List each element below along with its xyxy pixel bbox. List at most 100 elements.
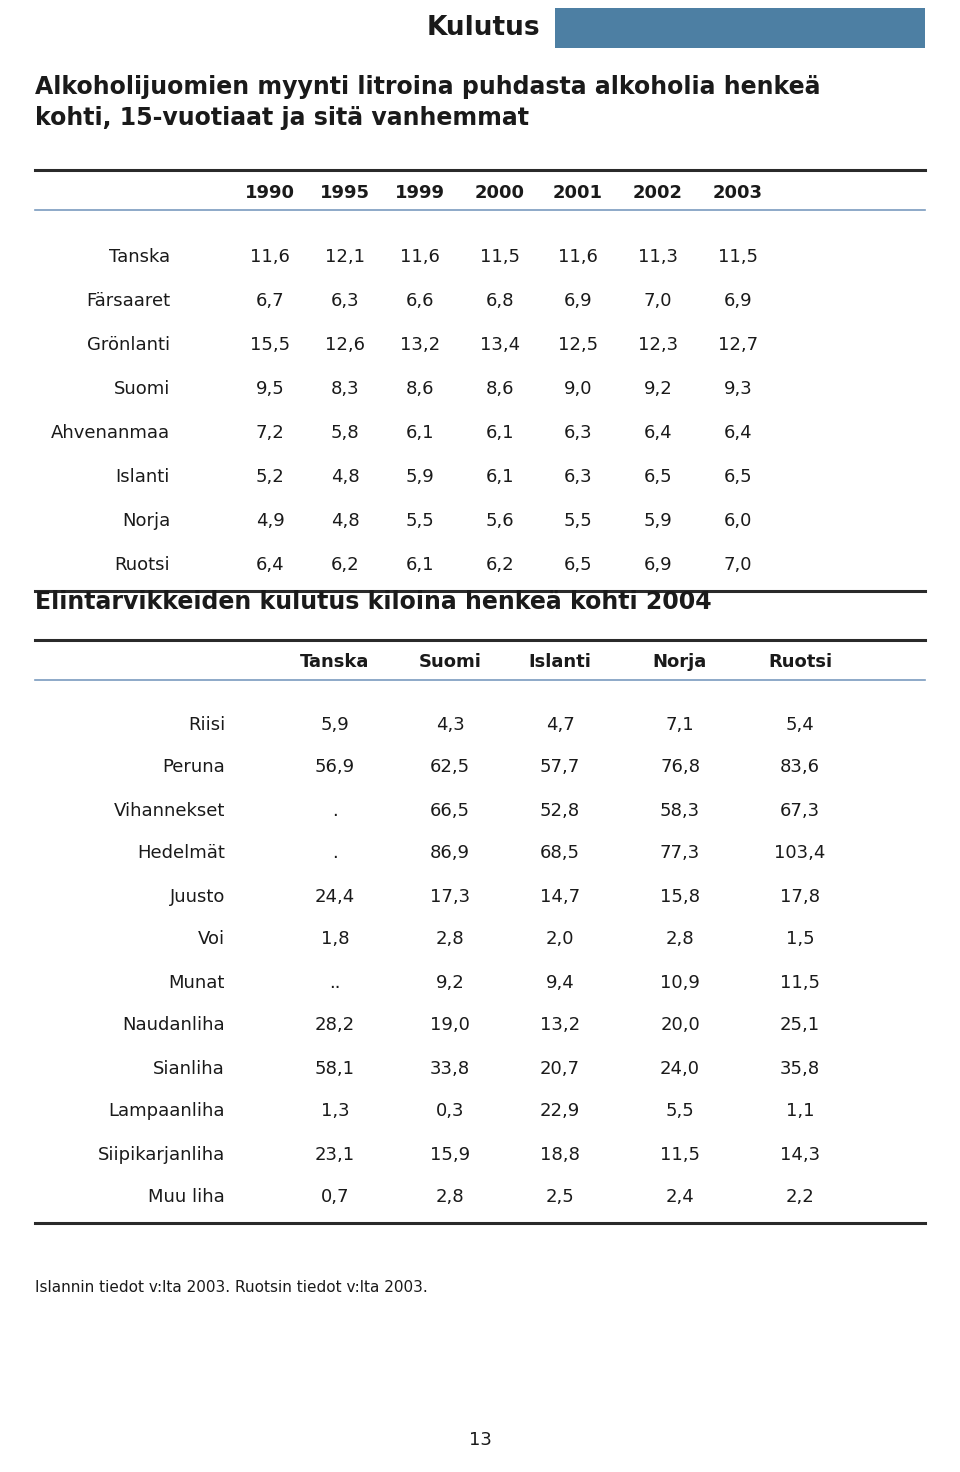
- Text: Norja: Norja: [122, 512, 170, 530]
- Text: 9,0: 9,0: [564, 380, 592, 397]
- Text: 9,3: 9,3: [724, 380, 753, 397]
- Text: 6,9: 6,9: [724, 291, 753, 311]
- Text: 8,3: 8,3: [330, 380, 359, 397]
- Text: 6,2: 6,2: [330, 556, 359, 574]
- Text: 6,5: 6,5: [564, 556, 592, 574]
- Bar: [555, 7, 925, 49]
- Text: 0,7: 0,7: [321, 1188, 349, 1207]
- Text: 12,6: 12,6: [325, 336, 365, 353]
- Text: Lampaanliha: Lampaanliha: [108, 1103, 225, 1120]
- Text: 28,2: 28,2: [315, 1017, 355, 1035]
- Text: 2,2: 2,2: [785, 1188, 814, 1207]
- Text: 6,6: 6,6: [406, 291, 434, 311]
- Text: Islanti: Islanti: [529, 654, 591, 671]
- Text: 24,4: 24,4: [315, 888, 355, 905]
- Text: 4,9: 4,9: [255, 512, 284, 530]
- Text: 7,0: 7,0: [644, 291, 672, 311]
- Text: 103,4: 103,4: [775, 845, 826, 863]
- Text: 6,5: 6,5: [644, 468, 672, 486]
- Text: 9,4: 9,4: [545, 973, 574, 992]
- Text: 22,9: 22,9: [540, 1103, 580, 1120]
- Text: 11,5: 11,5: [660, 1145, 700, 1163]
- Text: 11,5: 11,5: [718, 247, 758, 266]
- Text: 5,9: 5,9: [643, 512, 672, 530]
- Text: 14,7: 14,7: [540, 888, 580, 905]
- Text: Siipikarjanliha: Siipikarjanliha: [98, 1145, 225, 1163]
- Text: 2,8: 2,8: [665, 930, 694, 948]
- Text: 6,7: 6,7: [255, 291, 284, 311]
- Text: 15,9: 15,9: [430, 1145, 470, 1163]
- Text: 58,3: 58,3: [660, 801, 700, 820]
- Text: 7,2: 7,2: [255, 424, 284, 442]
- Text: 20,0: 20,0: [660, 1017, 700, 1035]
- Text: 9,2: 9,2: [643, 380, 672, 397]
- Text: 2000: 2000: [475, 184, 525, 202]
- Text: 6,0: 6,0: [724, 512, 753, 530]
- Text: Juusto: Juusto: [170, 888, 225, 905]
- Text: 83,6: 83,6: [780, 758, 820, 777]
- Text: 1990: 1990: [245, 184, 295, 202]
- Text: 13,2: 13,2: [540, 1017, 580, 1035]
- Text: 62,5: 62,5: [430, 758, 470, 777]
- Text: 4,8: 4,8: [330, 468, 359, 486]
- Text: 52,8: 52,8: [540, 801, 580, 820]
- Text: 12,7: 12,7: [718, 336, 758, 353]
- Text: 5,4: 5,4: [785, 715, 814, 733]
- Text: Tanska: Tanska: [108, 247, 170, 266]
- Text: 0,3: 0,3: [436, 1103, 465, 1120]
- Text: 13,2: 13,2: [400, 336, 440, 353]
- Text: 33,8: 33,8: [430, 1060, 470, 1078]
- Text: Ahvenanmaa: Ahvenanmaa: [51, 424, 170, 442]
- Text: 8,6: 8,6: [486, 380, 515, 397]
- Text: Suomi: Suomi: [419, 654, 481, 671]
- Text: 6,5: 6,5: [724, 468, 753, 486]
- Text: 6,8: 6,8: [486, 291, 515, 311]
- Text: Elintarvikkeiden kulutus kiloina henkeä kohti 2004: Elintarvikkeiden kulutus kiloina henkeä …: [35, 590, 711, 614]
- Text: 6,1: 6,1: [486, 424, 515, 442]
- Text: 6,4: 6,4: [255, 556, 284, 574]
- Text: Tanska: Tanska: [300, 654, 370, 671]
- Text: 11,5: 11,5: [780, 973, 820, 992]
- Text: 6,1: 6,1: [406, 556, 434, 574]
- Text: 66,5: 66,5: [430, 801, 470, 820]
- Text: 1999: 1999: [395, 184, 445, 202]
- Text: Suomi: Suomi: [113, 380, 170, 397]
- Text: ..: ..: [329, 973, 341, 992]
- Text: 58,1: 58,1: [315, 1060, 355, 1078]
- Text: Islannin tiedot v:lta 2003. Ruotsin tiedot v:lta 2003.: Islannin tiedot v:lta 2003. Ruotsin tied…: [35, 1281, 428, 1295]
- Text: Munat: Munat: [169, 973, 225, 992]
- Text: 6,1: 6,1: [486, 468, 515, 486]
- Text: 2,0: 2,0: [545, 930, 574, 948]
- Text: 86,9: 86,9: [430, 845, 470, 863]
- Text: 7,0: 7,0: [724, 556, 753, 574]
- Text: Voi: Voi: [198, 930, 225, 948]
- Text: Riisi: Riisi: [188, 715, 225, 733]
- Text: 11,3: 11,3: [638, 247, 678, 266]
- Text: 6,2: 6,2: [486, 556, 515, 574]
- Text: 15,5: 15,5: [250, 336, 290, 353]
- Text: 5,9: 5,9: [406, 468, 434, 486]
- Text: 5,5: 5,5: [406, 512, 434, 530]
- Text: 56,9: 56,9: [315, 758, 355, 777]
- Text: 5,5: 5,5: [564, 512, 592, 530]
- Text: 5,2: 5,2: [255, 468, 284, 486]
- Text: 6,1: 6,1: [406, 424, 434, 442]
- Text: 68,5: 68,5: [540, 845, 580, 863]
- Text: 25,1: 25,1: [780, 1017, 820, 1035]
- Text: 2003: 2003: [713, 184, 763, 202]
- Text: 13,4: 13,4: [480, 336, 520, 353]
- Text: 4,8: 4,8: [330, 512, 359, 530]
- Text: 1,5: 1,5: [785, 930, 814, 948]
- Text: 11,6: 11,6: [250, 247, 290, 266]
- Text: 7,1: 7,1: [665, 715, 694, 733]
- Text: Muu liha: Muu liha: [148, 1188, 225, 1207]
- Text: .: .: [332, 801, 338, 820]
- Text: 6,9: 6,9: [564, 291, 592, 311]
- Text: 15,8: 15,8: [660, 888, 700, 905]
- Text: 5,8: 5,8: [330, 424, 359, 442]
- Text: Ruotsi: Ruotsi: [768, 654, 832, 671]
- Text: 11,5: 11,5: [480, 247, 520, 266]
- Text: 4,3: 4,3: [436, 715, 465, 733]
- Text: 17,3: 17,3: [430, 888, 470, 905]
- Text: 24,0: 24,0: [660, 1060, 700, 1078]
